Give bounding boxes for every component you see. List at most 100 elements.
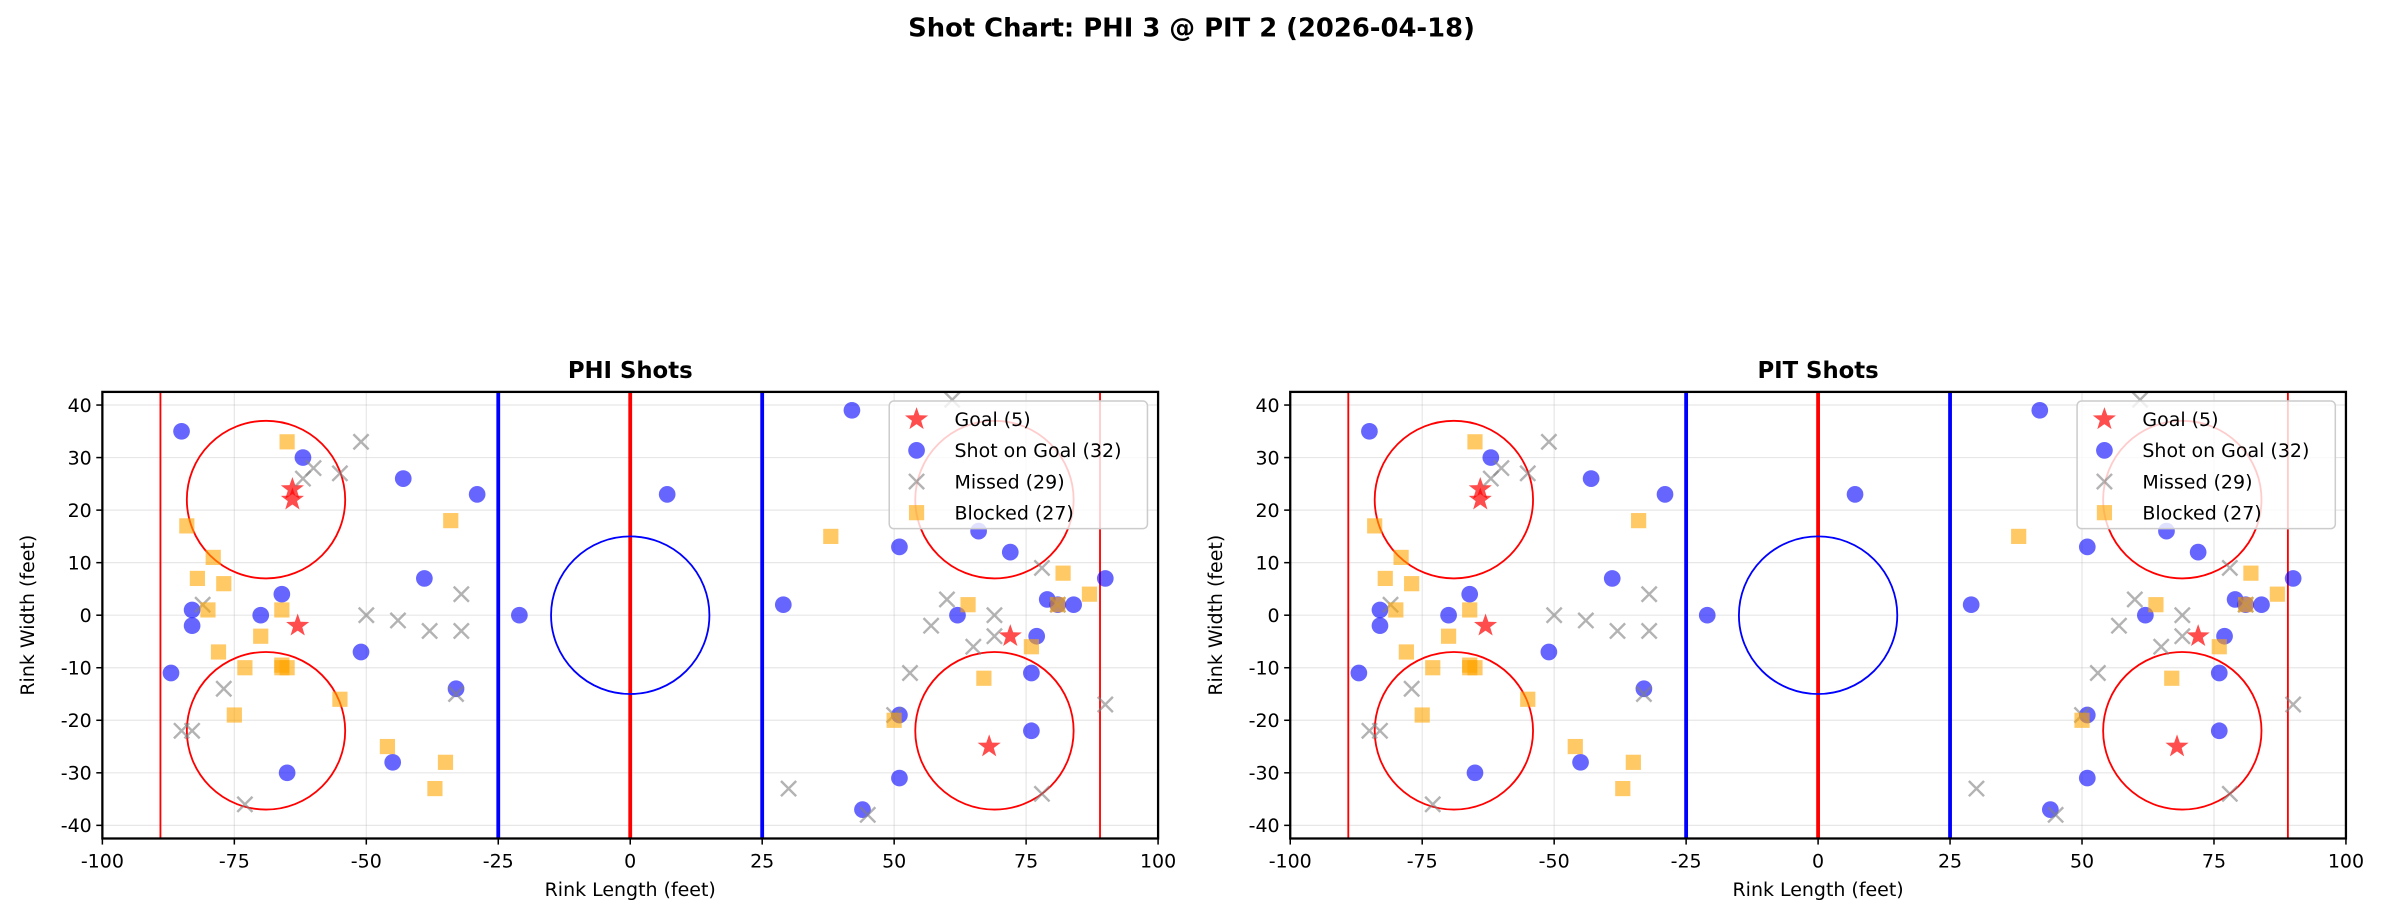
- x-tick-label: -75: [1407, 850, 1438, 872]
- shot-marker: [2221, 559, 2239, 577]
- shot-marker: [252, 606, 270, 624]
- shot-marker: [1698, 606, 1716, 624]
- x-tick-label: -25: [483, 850, 514, 872]
- shot-marker: [2047, 806, 2065, 824]
- y-tick-label: 0: [80, 605, 92, 627]
- shot-marker: [447, 680, 465, 698]
- shot-marker: [1615, 780, 1631, 797]
- shot-marker: [1640, 585, 1658, 603]
- shot-marker: [2284, 696, 2302, 713]
- x-axis-label: Rink Length (feet): [1732, 879, 1903, 901]
- shot-marker: [2165, 734, 2189, 757]
- y-tick-label: 30: [1255, 447, 1279, 469]
- x-tick-label: 50: [2070, 850, 2094, 872]
- legend-label: Missed (29): [2142, 471, 2252, 493]
- shot-marker: [1492, 459, 1510, 477]
- shot-marker: [273, 585, 291, 603]
- shot-marker: [452, 585, 470, 603]
- shot-marker: [384, 753, 402, 771]
- shot-marker: [452, 622, 470, 640]
- y-tick-label: 40: [1255, 395, 1279, 417]
- shot-marker: [162, 664, 180, 682]
- shot-marker: [1625, 754, 1641, 770]
- x-tick-label: 50: [882, 850, 906, 872]
- shot-marker: [843, 401, 861, 419]
- shot-marker: [379, 738, 396, 755]
- y-tick-label: 10: [1255, 552, 1279, 574]
- shot-marker: [1371, 601, 1389, 619]
- shot-marker: [1424, 795, 1442, 813]
- shot-marker: [253, 628, 269, 644]
- shot-marker: [1520, 691, 1536, 707]
- legend-label: Goal (5): [955, 409, 1031, 431]
- shot-marker: [183, 601, 201, 619]
- shot-marker: [274, 602, 290, 618]
- shot-marker: [1023, 722, 1040, 740]
- shot-marker: [1462, 657, 1478, 673]
- x-tick-label: 100: [2328, 850, 2364, 872]
- figure-title: Shot Chart: PHI 3 @ PIT 2 (2026-04-18): [908, 13, 1475, 43]
- shot-marker: [977, 734, 1001, 757]
- shot-marker: [1846, 486, 1864, 503]
- shot-marker: [859, 806, 877, 824]
- shot-marker: [1033, 559, 1051, 577]
- x-tick-label: 75: [1014, 850, 1038, 872]
- shot-marker: [823, 528, 839, 544]
- shot-marker: [1609, 622, 1626, 640]
- shot-marker: [2110, 617, 2128, 635]
- shot-marker: [1635, 685, 1653, 703]
- shot-marker: [2078, 538, 2096, 556]
- shot-marker: [2173, 627, 2191, 645]
- y-axis-label: Rink Width (feet): [17, 535, 39, 696]
- shot-marker: [332, 691, 348, 707]
- shot-marker: [922, 617, 940, 635]
- y-tick-label: 40: [68, 395, 92, 417]
- faceoff-circle: [1373, 651, 1534, 811]
- shot-marker: [1081, 586, 1098, 602]
- shot-marker: [357, 606, 375, 624]
- shot-marker: [1023, 639, 1039, 655]
- faceoff-circle: [185, 651, 347, 811]
- x-tick-label: 0: [624, 850, 636, 872]
- shot-marker: [1577, 611, 1595, 629]
- shot-marker: [2148, 597, 2164, 613]
- shot-marker: [938, 590, 956, 608]
- shot-marker: [2238, 597, 2254, 613]
- legend-label: Shot on Goal (32): [955, 440, 1122, 462]
- x-tick-label: -100: [81, 850, 124, 872]
- shot-marker: [1640, 622, 1658, 640]
- shot-marker: [985, 606, 1003, 624]
- shot-marker: [2164, 670, 2180, 686]
- shot-marker: [468, 486, 486, 503]
- shot-marker: [1414, 707, 1430, 723]
- shot-marker: [427, 780, 443, 797]
- legend-marker: [908, 442, 925, 459]
- shot-marker: [658, 486, 676, 503]
- shot-marker: [352, 433, 370, 451]
- x-tick-label: 75: [2202, 850, 2226, 872]
- x-tick-label: 0: [1812, 850, 1824, 872]
- shot-marker: [1398, 644, 1414, 660]
- shot-marker: [200, 602, 216, 618]
- shot-marker: [1461, 585, 1479, 603]
- shot-marker: [774, 596, 792, 614]
- shot-marker: [1377, 570, 1393, 587]
- shot-marker: [1582, 470, 1600, 487]
- x-tick-label: -50: [351, 850, 382, 872]
- shot-marker: [216, 576, 232, 592]
- shot-marker: [1468, 487, 1492, 510]
- shot-marker: [1050, 597, 1066, 613]
- shot-marker: [2186, 624, 2210, 647]
- y-tick-label: -30: [61, 763, 92, 785]
- shot-marker: [1962, 596, 1980, 614]
- shot-marker: [985, 627, 1003, 645]
- shot-marker: [1466, 764, 1484, 782]
- panel-title: PHI Shots: [568, 358, 693, 384]
- shot-marker: [1096, 570, 1114, 587]
- shot-marker: [305, 459, 322, 477]
- shot-marker: [1371, 617, 1389, 635]
- shot-marker: [960, 597, 976, 613]
- shot-marker: [1462, 602, 1478, 618]
- shot-marker: [394, 470, 412, 487]
- shot-marker: [210, 644, 227, 660]
